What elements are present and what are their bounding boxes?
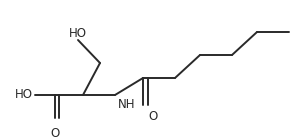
Text: O: O [50,127,60,137]
Text: HO: HO [69,27,87,40]
Text: O: O [148,110,157,123]
Text: NH: NH [118,98,136,111]
Text: HO: HO [15,89,33,102]
